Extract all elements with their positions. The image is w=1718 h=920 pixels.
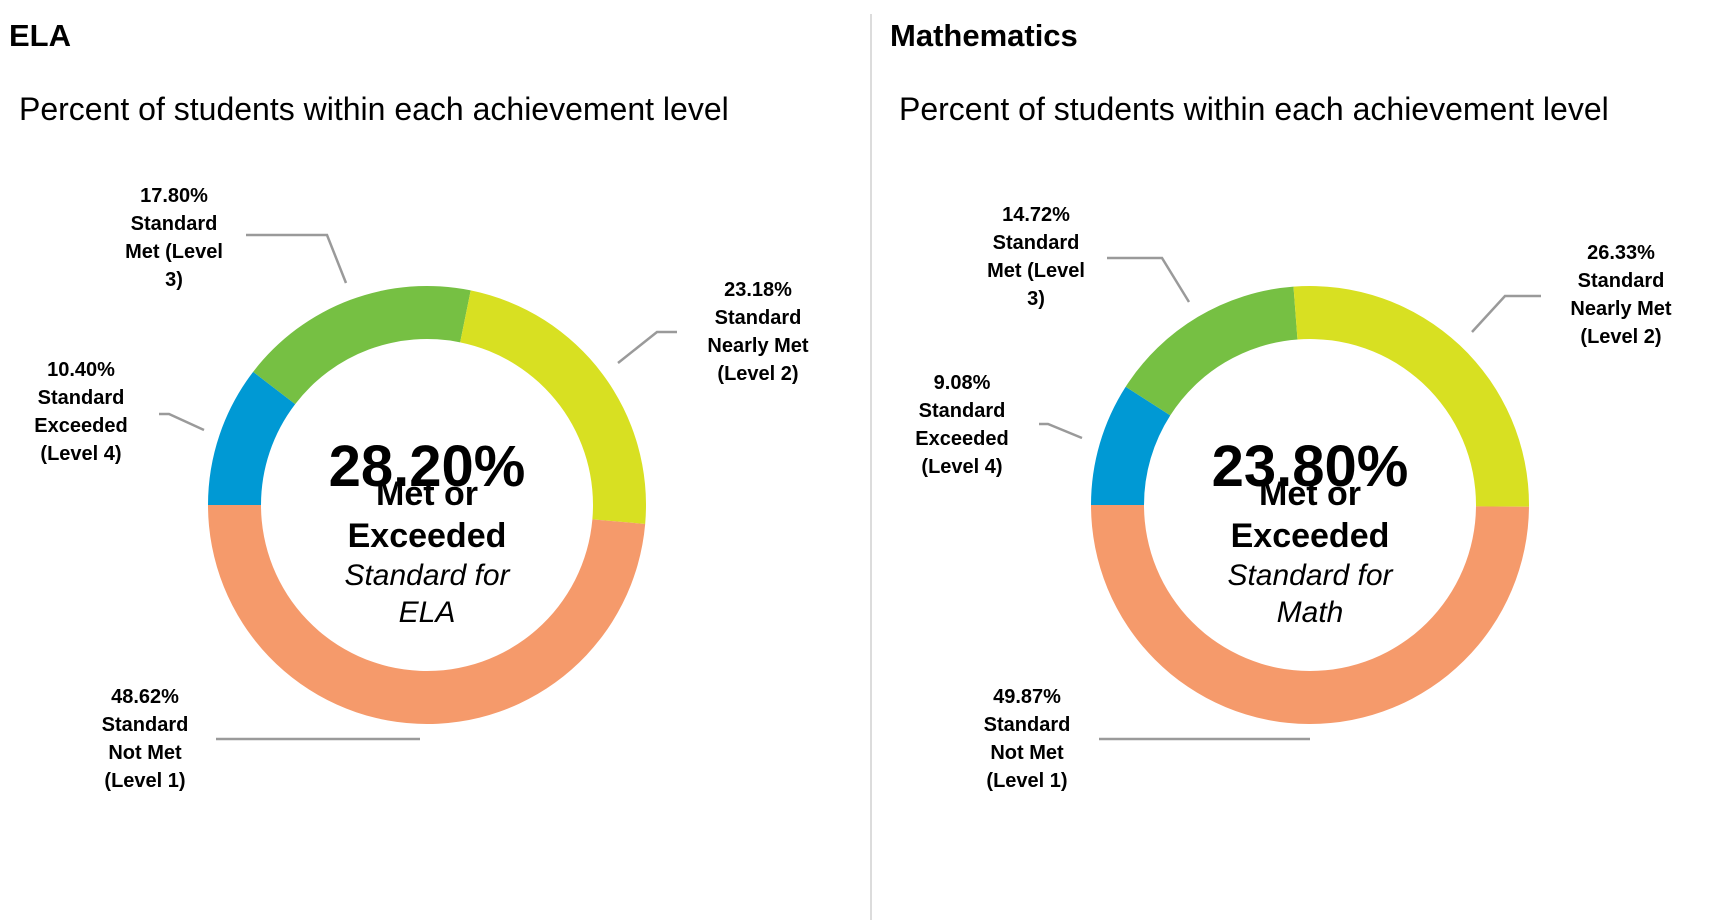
leader-line: [1039, 422, 1083, 440]
value-label: 26.33%: [1587, 242, 1655, 264]
value-label: 10.40%: [47, 359, 115, 381]
value-label: 49.87%: [993, 686, 1061, 708]
donut-segment: [1293, 286, 1529, 507]
leader-line: [1471, 294, 1541, 333]
slice-label: 49.87% Standard Not Met (Level 1): [968, 683, 1086, 795]
value-label: 48.62%: [111, 686, 179, 708]
value-label: 23.18%: [724, 279, 792, 301]
value-label: 14.72%: [1002, 204, 1070, 226]
slice-label: 10.40% Standard Exceeded (Level 4): [22, 356, 140, 468]
leader-line: [1107, 256, 1191, 303]
value-label: 17.80%: [140, 185, 208, 207]
slice-label: 48.62% Standard Not Met (Level 1): [86, 683, 204, 795]
category-label: Standard Met (Level 3): [125, 213, 223, 291]
donut-segment: [1125, 286, 1298, 416]
category-label: Standard Exceeded (Level 4): [34, 387, 128, 465]
donut-segment: [1091, 505, 1529, 724]
chart-subtitle: Percent of students within each achievem…: [899, 91, 1609, 127]
donut-segment: [208, 371, 296, 505]
leader-line: [159, 412, 205, 432]
donut-segment: [253, 285, 471, 405]
center-text: Met or Exceeded: [1230, 475, 1390, 555]
slice-label: 26.33% Standard Nearly Met (Level 2): [1562, 239, 1680, 351]
slice-label: 23.18% Standard Nearly Met (Level 2): [699, 276, 817, 388]
donut-segment: [1091, 386, 1171, 505]
value-label: 9.08%: [933, 372, 991, 394]
center-value: 28.20%: [328, 434, 526, 499]
slice-label: 14.72% Standard Met (Level 3): [977, 201, 1095, 313]
category-label: Standard Nearly Met (Level 2): [1570, 270, 1672, 348]
donut-segment: [460, 290, 646, 524]
category-label: Standard Met (Level 3): [987, 232, 1085, 310]
category-label: Standard Not Met (Level 1): [101, 714, 189, 792]
leader-line: [246, 233, 348, 284]
donut-segment: [208, 505, 646, 724]
category-label: Standard Exceeded (Level 4): [915, 400, 1009, 478]
panel-title: ELA: [9, 18, 71, 53]
chart-subtitle: Percent of students within each achievem…: [19, 91, 729, 127]
center-value: 23.80%: [1211, 434, 1409, 499]
center-text: Met or Exceeded: [347, 475, 507, 555]
center-note: Standard for Math: [1227, 559, 1393, 629]
leader-line: [617, 330, 677, 364]
category-label: Standard Not Met (Level 1): [983, 714, 1071, 792]
category-label: Standard Nearly Met (Level 2): [707, 307, 809, 385]
slice-label: 9.08% Standard Exceeded (Level 4): [903, 369, 1021, 481]
center-note: Standard for ELA: [344, 559, 510, 629]
slice-label: 17.80% Standard Met (Level 3): [115, 182, 233, 294]
panel-title: Mathematics: [890, 18, 1078, 53]
